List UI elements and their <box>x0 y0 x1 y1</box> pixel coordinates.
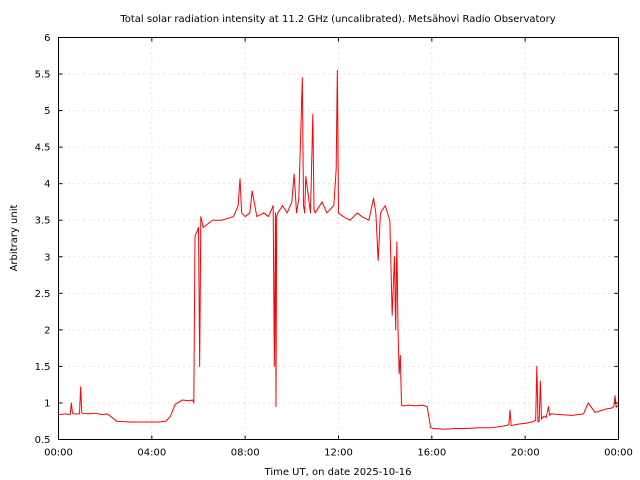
y-tick-label: 5 <box>44 106 50 117</box>
x-tick-label: 20:00 <box>511 448 540 459</box>
axis-ticks: 00:00 04:00 08:00 12:00 16:00 20:00 00:00 0.5 1 1… <box>35 33 633 459</box>
x-tick-label: 12:00 <box>324 448 353 459</box>
x-tick-label: 00:00 <box>604 448 633 459</box>
y-axis-label: Arbitrary unit <box>9 205 20 272</box>
y-tick-label: 4.5 <box>35 143 51 154</box>
y-tick-label: 1.5 <box>35 362 51 373</box>
y-tick-label: 6 <box>44 33 50 44</box>
y-tick-label: 1 <box>44 398 50 409</box>
x-tick-label: 00:00 <box>44 448 73 459</box>
y-tick-label: 0.5 <box>35 435 51 446</box>
x-tick-label: 16:00 <box>417 448 446 459</box>
x-axis-label: Time UT, on date 2025-10-16 <box>264 467 412 478</box>
y-tick-label: 5.5 <box>35 70 51 81</box>
y-tick-label: 3 <box>44 252 50 263</box>
x-tick-label: 08:00 <box>231 448 260 459</box>
y-tick-label: 2.5 <box>35 289 51 300</box>
x-tick-label: 04:00 <box>137 448 166 459</box>
y-tick-label: 4 <box>44 179 50 190</box>
y-tick-label: 3.5 <box>35 216 51 227</box>
series-layer <box>58 69 619 430</box>
y-tick-label: 2 <box>44 325 50 336</box>
grid-lines <box>58 37 619 440</box>
series-line <box>58 69 619 430</box>
chart-title: Total solar radiation intensity at 11.2 … <box>119 14 555 25</box>
